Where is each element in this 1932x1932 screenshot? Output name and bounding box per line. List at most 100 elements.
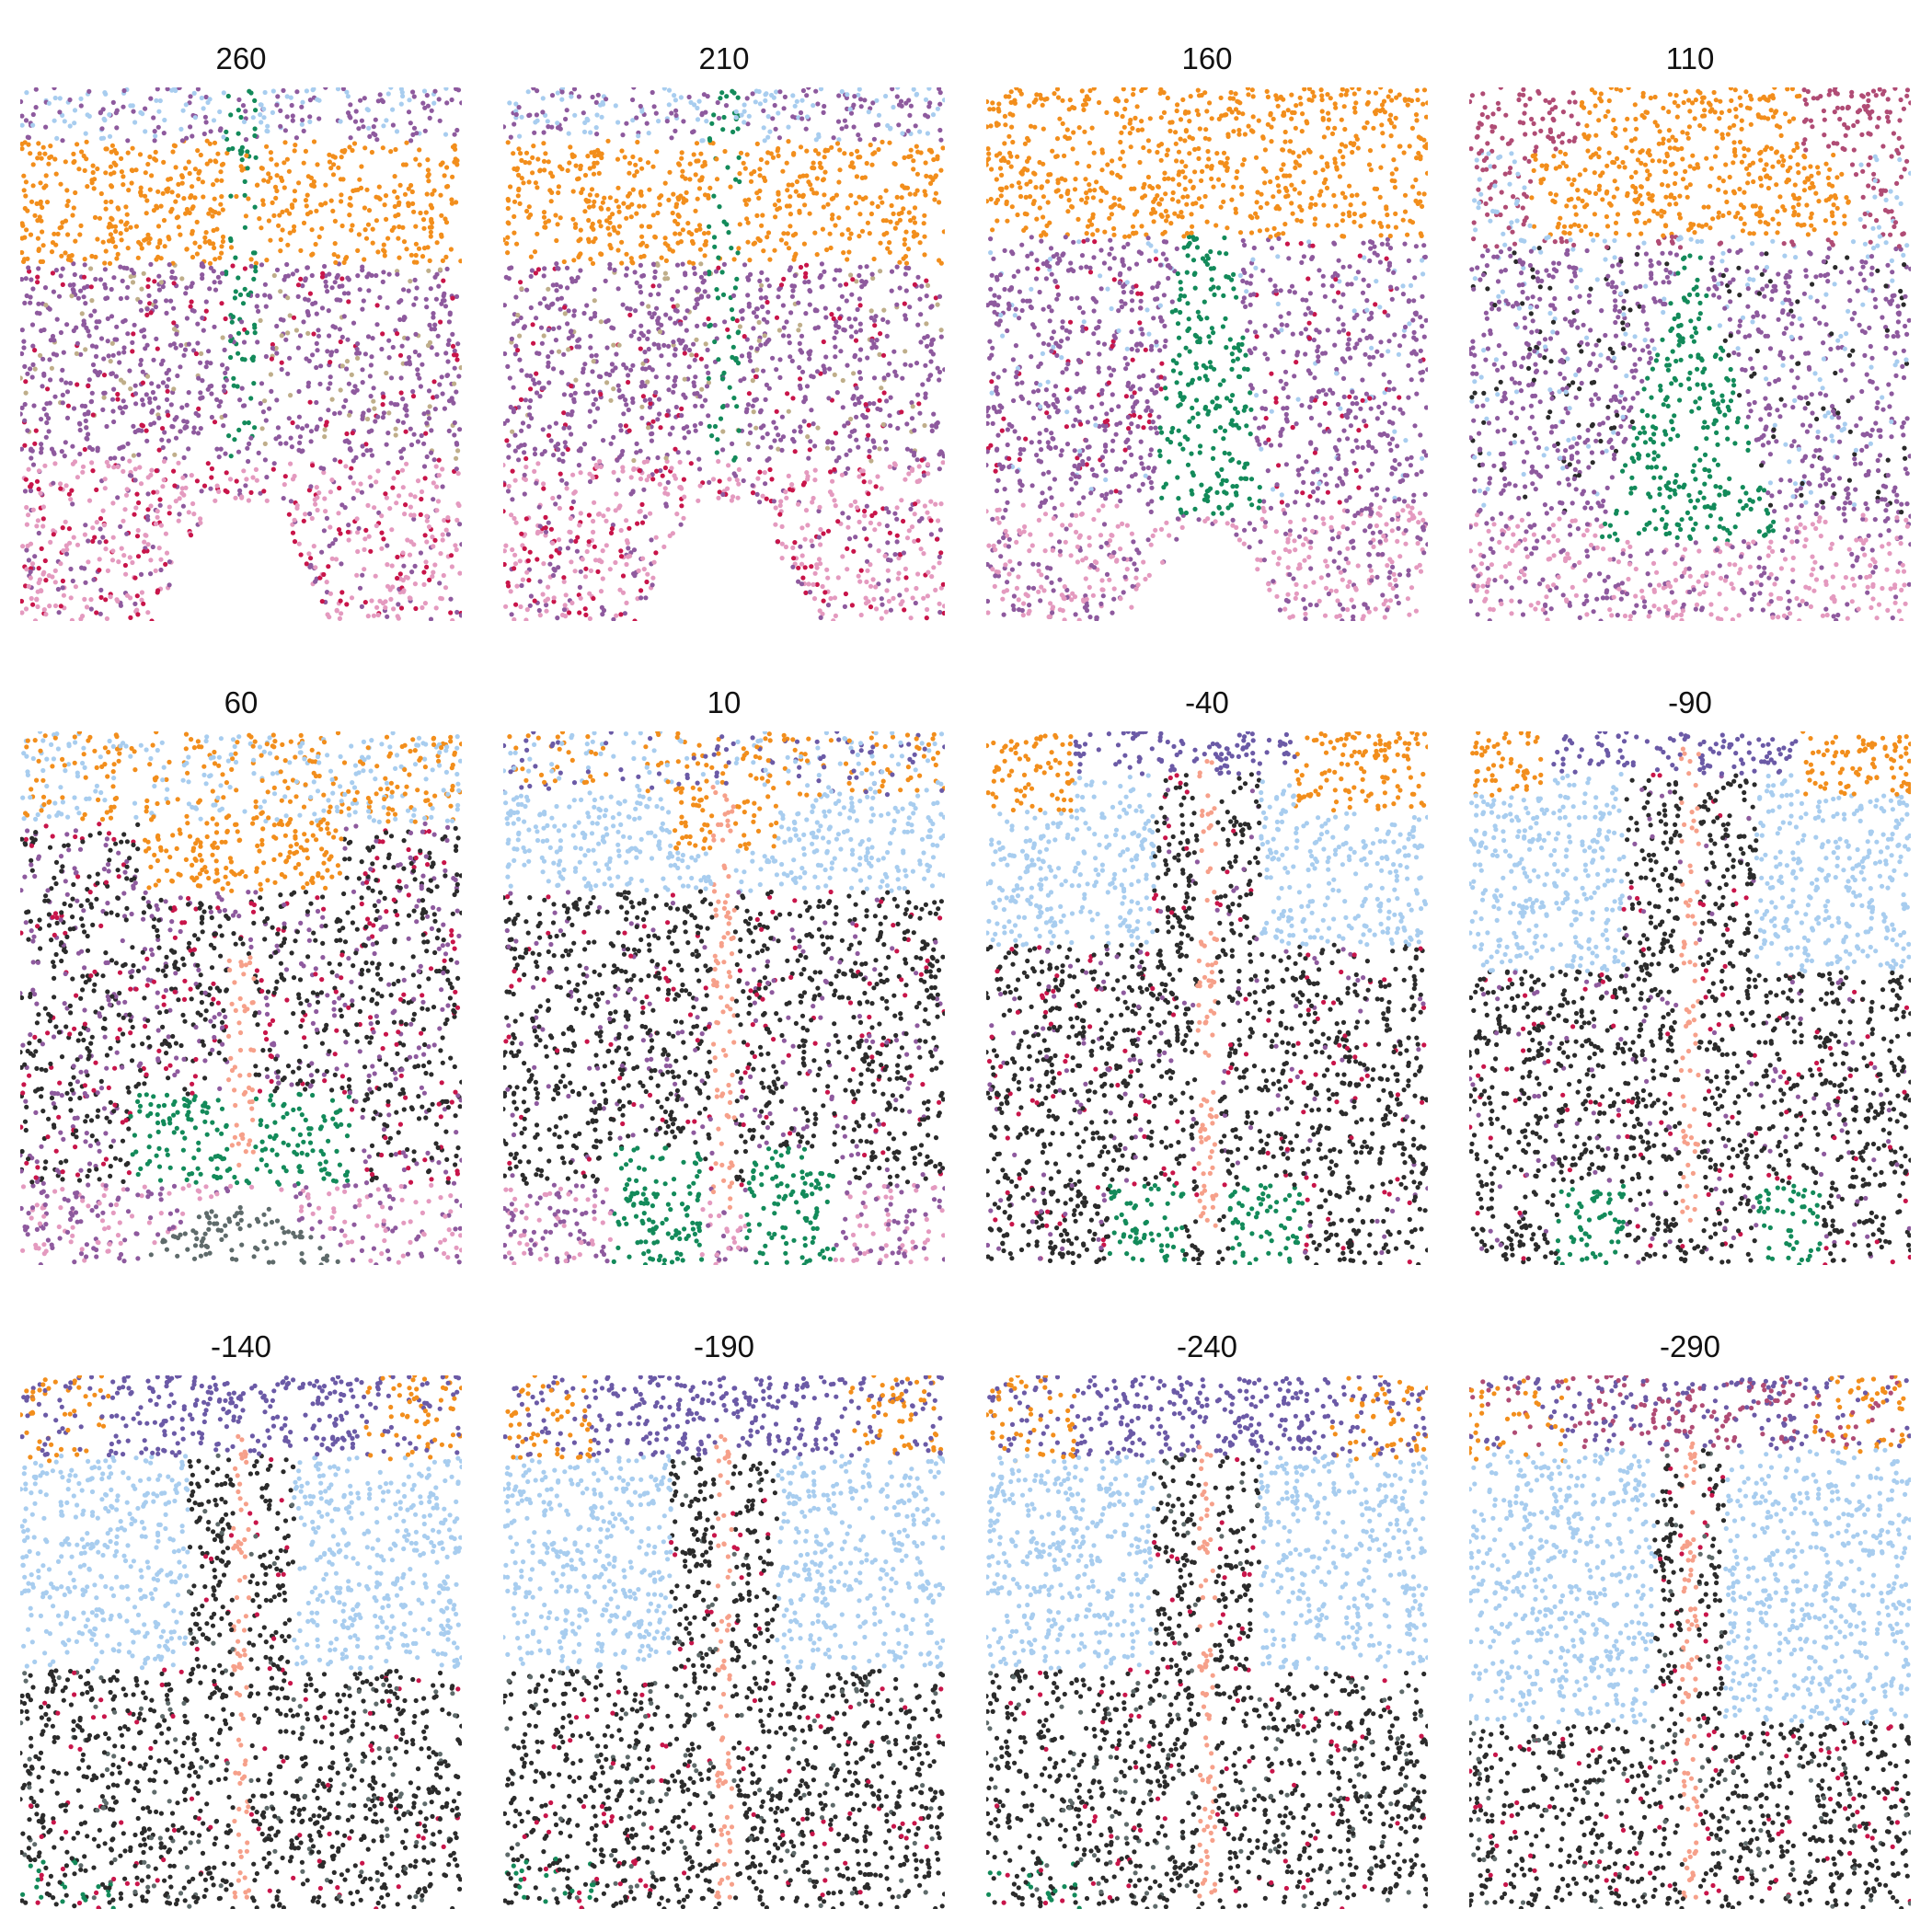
cell-point [243, 137, 249, 143]
cell-point [259, 262, 265, 268]
cell-point [50, 270, 56, 276]
cell-point [338, 531, 343, 536]
cell-point [293, 135, 299, 141]
cell-point [444, 100, 450, 106]
cell-point [132, 512, 137, 517]
cell-point [426, 416, 432, 421]
cell-point [299, 121, 305, 127]
cell-point [173, 435, 179, 441]
cell-point [321, 466, 327, 472]
cell-point [242, 403, 247, 408]
cell-point [121, 265, 127, 270]
cell-point [284, 156, 290, 162]
cell-point [145, 475, 151, 480]
cell-point [332, 241, 338, 247]
cell-point [398, 449, 404, 454]
cell-point [347, 144, 352, 150]
cell-point [42, 463, 48, 468]
cell-point [201, 131, 207, 137]
cell-point [287, 230, 293, 236]
cell-point [140, 380, 145, 385]
cell-point [452, 132, 457, 137]
cell-point [368, 447, 374, 453]
cell-point [55, 231, 61, 236]
cell-point [29, 561, 36, 567]
cell-point [77, 232, 83, 237]
cell-point [290, 113, 295, 119]
cell-point [369, 354, 374, 360]
cell-point [384, 442, 389, 447]
cell-point [234, 478, 239, 484]
cell-point [323, 509, 328, 514]
cell-point [22, 363, 28, 369]
cell-point [401, 588, 407, 593]
cell-point [117, 360, 122, 365]
cell-point [417, 147, 422, 153]
cell-point [211, 118, 217, 123]
cell-point [262, 89, 268, 96]
cell-point [278, 441, 283, 446]
cell-point [160, 190, 166, 196]
cell-point [98, 277, 104, 282]
cell-point [397, 316, 403, 322]
cell-point [161, 131, 167, 136]
cell-point [75, 142, 80, 147]
cell-point [248, 90, 254, 96]
cell-point [39, 442, 44, 447]
cell-point [92, 535, 98, 540]
cell-point [311, 178, 316, 185]
cell-point [32, 554, 38, 559]
cell-point [35, 518, 40, 523]
cell-point [206, 238, 213, 244]
cell-point [37, 151, 42, 156]
cell-point [20, 277, 25, 282]
cell-point [28, 484, 33, 489]
cell-point [191, 512, 197, 517]
cell-point [264, 144, 270, 149]
cell-point [383, 604, 388, 611]
cell-point [397, 571, 403, 577]
cell-point [441, 278, 446, 283]
cell-point [54, 316, 60, 322]
cell-point [441, 572, 446, 579]
cell-point [236, 351, 241, 356]
cell-point [179, 276, 185, 282]
cell-point [173, 499, 178, 504]
cell-point [403, 429, 408, 434]
cell-point [360, 443, 365, 449]
cell-point [44, 200, 51, 205]
cell-point [30, 183, 36, 189]
cell-point [407, 362, 413, 367]
cell-point [147, 301, 153, 306]
cell-point [21, 188, 27, 193]
cell-point [212, 245, 217, 251]
cell-point [170, 149, 176, 155]
cell-point [83, 403, 88, 409]
cell-point [334, 297, 339, 303]
cell-point [110, 352, 116, 358]
cell-point [307, 119, 313, 124]
cell-point [339, 561, 344, 567]
cell-point [22, 300, 28, 305]
cell-point [49, 249, 55, 255]
cell-point [362, 600, 368, 605]
cell-point [184, 402, 190, 408]
cell-point [434, 240, 440, 246]
cell-point [362, 536, 368, 542]
cell-point [444, 165, 450, 170]
cell-point [434, 484, 440, 489]
cell-point [396, 419, 401, 424]
cell-point [224, 129, 229, 134]
cell-point [52, 568, 58, 574]
cell-point [95, 236, 100, 242]
cell-point [156, 415, 162, 420]
cell-point [367, 374, 373, 379]
cell-point [28, 569, 33, 575]
cell-point [398, 455, 405, 461]
cell-point [435, 333, 441, 339]
cell-point [82, 532, 87, 537]
cell-point [90, 169, 96, 176]
cell-point [332, 325, 338, 330]
cell-point [429, 428, 434, 433]
cell-point [76, 167, 82, 172]
